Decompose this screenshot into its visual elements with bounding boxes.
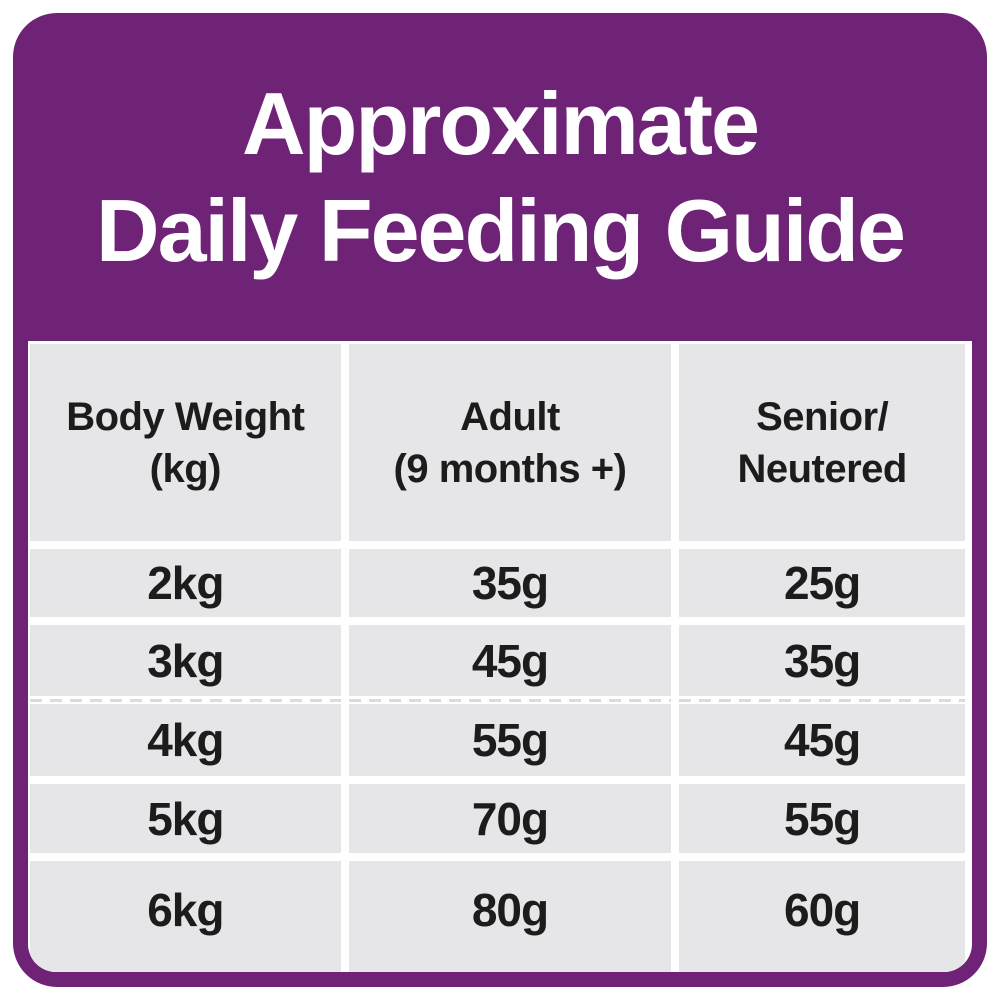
column-header-line: Adult [460,394,560,439]
feeding-guide-card: Approximate Daily Feeding Guide Body Wei… [13,13,987,987]
adult-portion-value: 80g [348,861,672,972]
column-header-line: (9 months +) [393,446,627,491]
body-weight-value: 3kg [30,625,341,702]
column-header-adult: Adult (9 months +) [348,344,672,541]
adult-portion-value: 70g [348,784,672,853]
body-weight-value: 2kg [30,549,341,617]
senior-portion-value: 45g [679,704,965,776]
adult-portion-value: 55g [348,704,672,776]
column-header-line: (kg) [149,446,222,491]
column-header-line: Neutered [737,446,907,491]
body-weight-value: 4kg [30,704,341,776]
column-header-body-weight: Body Weight (kg) [30,344,341,541]
senior-portion-value: 35g [679,625,965,702]
page-title-line-1: Approximate [242,73,760,173]
column-header-line: Body Weight [66,394,305,439]
column-header-senior-neutered: Senior/ Neutered [679,344,965,541]
senior-portion-value: 60g [679,861,965,972]
card-header: Approximate Daily Feeding Guide [13,13,987,341]
feeding-table: Body Weight (kg) Adult (9 months +) Seni… [28,341,972,972]
column-header-line: Senior/ [756,394,889,439]
body-weight-value: 5kg [30,784,341,853]
adult-portion-value: 35g [348,549,672,617]
page-title-line-2: Daily Feeding Guide [96,181,906,280]
adult-portion-value: 45g [348,625,672,702]
body-weight-value: 6kg [30,861,341,972]
senior-portion-value: 25g [679,549,965,617]
senior-portion-value: 55g [679,784,965,853]
